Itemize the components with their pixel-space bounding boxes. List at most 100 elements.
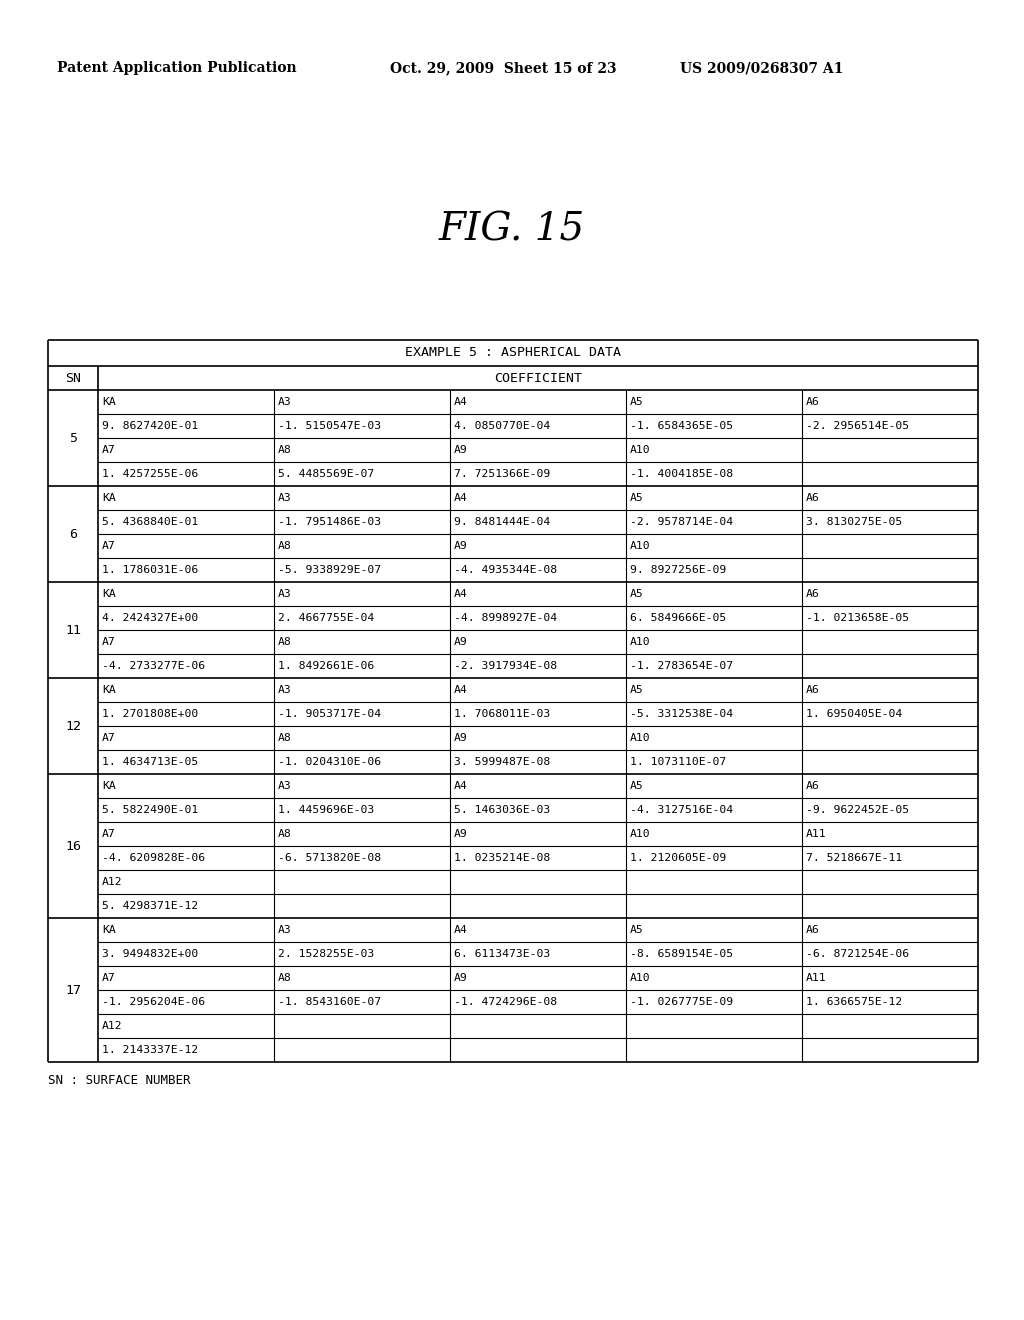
Text: -1. 8543160E-07: -1. 8543160E-07 xyxy=(278,997,381,1007)
Text: -1. 7951486E-03: -1. 7951486E-03 xyxy=(278,517,381,527)
Text: 2. 1528255E-03: 2. 1528255E-03 xyxy=(278,949,374,960)
Text: 7. 7251366E-09: 7. 7251366E-09 xyxy=(454,469,550,479)
Text: A5: A5 xyxy=(630,781,644,791)
Text: KA: KA xyxy=(102,925,116,935)
Text: 5. 5822490E-01: 5. 5822490E-01 xyxy=(102,805,199,814)
Text: A5: A5 xyxy=(630,492,644,503)
Text: 3. 8130275E-05: 3. 8130275E-05 xyxy=(806,517,902,527)
Text: A9: A9 xyxy=(454,733,468,743)
Text: A4: A4 xyxy=(454,492,468,503)
Text: -6. 5713820E-08: -6. 5713820E-08 xyxy=(278,853,381,863)
Text: 16: 16 xyxy=(65,840,81,853)
Text: -2. 3917934E-08: -2. 3917934E-08 xyxy=(454,661,557,671)
Text: A5: A5 xyxy=(630,589,644,599)
Text: A6: A6 xyxy=(806,925,820,935)
Text: 9. 8927256E-09: 9. 8927256E-09 xyxy=(630,565,726,576)
Text: -1. 0204310E-06: -1. 0204310E-06 xyxy=(278,756,381,767)
Text: -2. 2956514E-05: -2. 2956514E-05 xyxy=(806,421,909,432)
Text: COEFFICIENT: COEFFICIENT xyxy=(494,371,582,384)
Text: KA: KA xyxy=(102,492,116,503)
Text: 5. 4368840E-01: 5. 4368840E-01 xyxy=(102,517,199,527)
Text: A7: A7 xyxy=(102,829,116,840)
Text: A12: A12 xyxy=(102,876,123,887)
Text: A8: A8 xyxy=(278,829,292,840)
Text: 3. 9494832E+00: 3. 9494832E+00 xyxy=(102,949,199,960)
Text: A3: A3 xyxy=(278,492,292,503)
Text: A4: A4 xyxy=(454,685,468,696)
Text: A12: A12 xyxy=(102,1020,123,1031)
Text: Patent Application Publication: Patent Application Publication xyxy=(57,61,297,75)
Text: SN: SN xyxy=(65,371,81,384)
Text: FIG. 15: FIG. 15 xyxy=(439,211,585,248)
Text: A6: A6 xyxy=(806,492,820,503)
Text: A4: A4 xyxy=(454,397,468,407)
Text: A10: A10 xyxy=(630,541,650,550)
Text: 5. 4298371E-12: 5. 4298371E-12 xyxy=(102,902,199,911)
Text: A7: A7 xyxy=(102,541,116,550)
Text: -1. 6584365E-05: -1. 6584365E-05 xyxy=(630,421,733,432)
Text: A8: A8 xyxy=(278,541,292,550)
Text: Oct. 29, 2009  Sheet 15 of 23: Oct. 29, 2009 Sheet 15 of 23 xyxy=(390,61,616,75)
Text: A7: A7 xyxy=(102,733,116,743)
Text: -1. 0213658E-05: -1. 0213658E-05 xyxy=(806,612,909,623)
Text: A3: A3 xyxy=(278,925,292,935)
Text: 5. 1463036E-03: 5. 1463036E-03 xyxy=(454,805,550,814)
Text: A4: A4 xyxy=(454,925,468,935)
Text: -5. 3312538E-04: -5. 3312538E-04 xyxy=(630,709,733,719)
Text: 3. 5999487E-08: 3. 5999487E-08 xyxy=(454,756,550,767)
Text: A3: A3 xyxy=(278,589,292,599)
Text: A10: A10 xyxy=(630,445,650,455)
Text: A9: A9 xyxy=(454,973,468,983)
Text: -1. 0267775E-09: -1. 0267775E-09 xyxy=(630,997,733,1007)
Text: 1. 6950405E-04: 1. 6950405E-04 xyxy=(806,709,902,719)
Text: 6. 5849666E-05: 6. 5849666E-05 xyxy=(630,612,726,623)
Text: -1. 2783654E-07: -1. 2783654E-07 xyxy=(630,661,733,671)
Text: 7. 5218667E-11: 7. 5218667E-11 xyxy=(806,853,902,863)
Text: A10: A10 xyxy=(630,638,650,647)
Text: -4. 3127516E-04: -4. 3127516E-04 xyxy=(630,805,733,814)
Text: A8: A8 xyxy=(278,445,292,455)
Text: 11: 11 xyxy=(65,623,81,636)
Text: 4. 0850770E-04: 4. 0850770E-04 xyxy=(454,421,550,432)
Text: -1. 2956204E-06: -1. 2956204E-06 xyxy=(102,997,205,1007)
Text: A11: A11 xyxy=(806,829,826,840)
Text: 6: 6 xyxy=(69,528,77,540)
Text: -5. 9338929E-07: -5. 9338929E-07 xyxy=(278,565,381,576)
Text: 1. 0235214E-08: 1. 0235214E-08 xyxy=(454,853,550,863)
Text: A3: A3 xyxy=(278,397,292,407)
Text: A11: A11 xyxy=(806,973,826,983)
Text: 9. 8481444E-04: 9. 8481444E-04 xyxy=(454,517,550,527)
Text: 1. 1786031E-06: 1. 1786031E-06 xyxy=(102,565,199,576)
Text: A10: A10 xyxy=(630,829,650,840)
Text: -2. 9578714E-04: -2. 9578714E-04 xyxy=(630,517,733,527)
Text: A4: A4 xyxy=(454,589,468,599)
Text: 1. 7068011E-03: 1. 7068011E-03 xyxy=(454,709,550,719)
Text: -1. 5150547E-03: -1. 5150547E-03 xyxy=(278,421,381,432)
Text: -1. 4724296E-08: -1. 4724296E-08 xyxy=(454,997,557,1007)
Text: A3: A3 xyxy=(278,685,292,696)
Text: 5: 5 xyxy=(69,432,77,445)
Text: -4. 8998927E-04: -4. 8998927E-04 xyxy=(454,612,557,623)
Text: A8: A8 xyxy=(278,733,292,743)
Text: -4. 6209828E-06: -4. 6209828E-06 xyxy=(102,853,205,863)
Text: A9: A9 xyxy=(454,445,468,455)
Text: SN : SURFACE NUMBER: SN : SURFACE NUMBER xyxy=(48,1073,190,1086)
Text: KA: KA xyxy=(102,685,116,696)
Text: A5: A5 xyxy=(630,685,644,696)
Text: 12: 12 xyxy=(65,719,81,733)
Text: 1. 2143337E-12: 1. 2143337E-12 xyxy=(102,1045,199,1055)
Text: 1. 4459696E-03: 1. 4459696E-03 xyxy=(278,805,374,814)
Text: A9: A9 xyxy=(454,829,468,840)
Text: KA: KA xyxy=(102,781,116,791)
Text: 2. 4667755E-04: 2. 4667755E-04 xyxy=(278,612,374,623)
Text: A7: A7 xyxy=(102,445,116,455)
Text: 1. 6366575E-12: 1. 6366575E-12 xyxy=(806,997,902,1007)
Text: -1. 9053717E-04: -1. 9053717E-04 xyxy=(278,709,381,719)
Text: 17: 17 xyxy=(65,983,81,997)
Text: -9. 9622452E-05: -9. 9622452E-05 xyxy=(806,805,909,814)
Text: 5. 4485569E-07: 5. 4485569E-07 xyxy=(278,469,374,479)
Text: A3: A3 xyxy=(278,781,292,791)
Text: 6. 6113473E-03: 6. 6113473E-03 xyxy=(454,949,550,960)
Text: 1. 4634713E-05: 1. 4634713E-05 xyxy=(102,756,199,767)
Text: 1. 2701808E+00: 1. 2701808E+00 xyxy=(102,709,199,719)
